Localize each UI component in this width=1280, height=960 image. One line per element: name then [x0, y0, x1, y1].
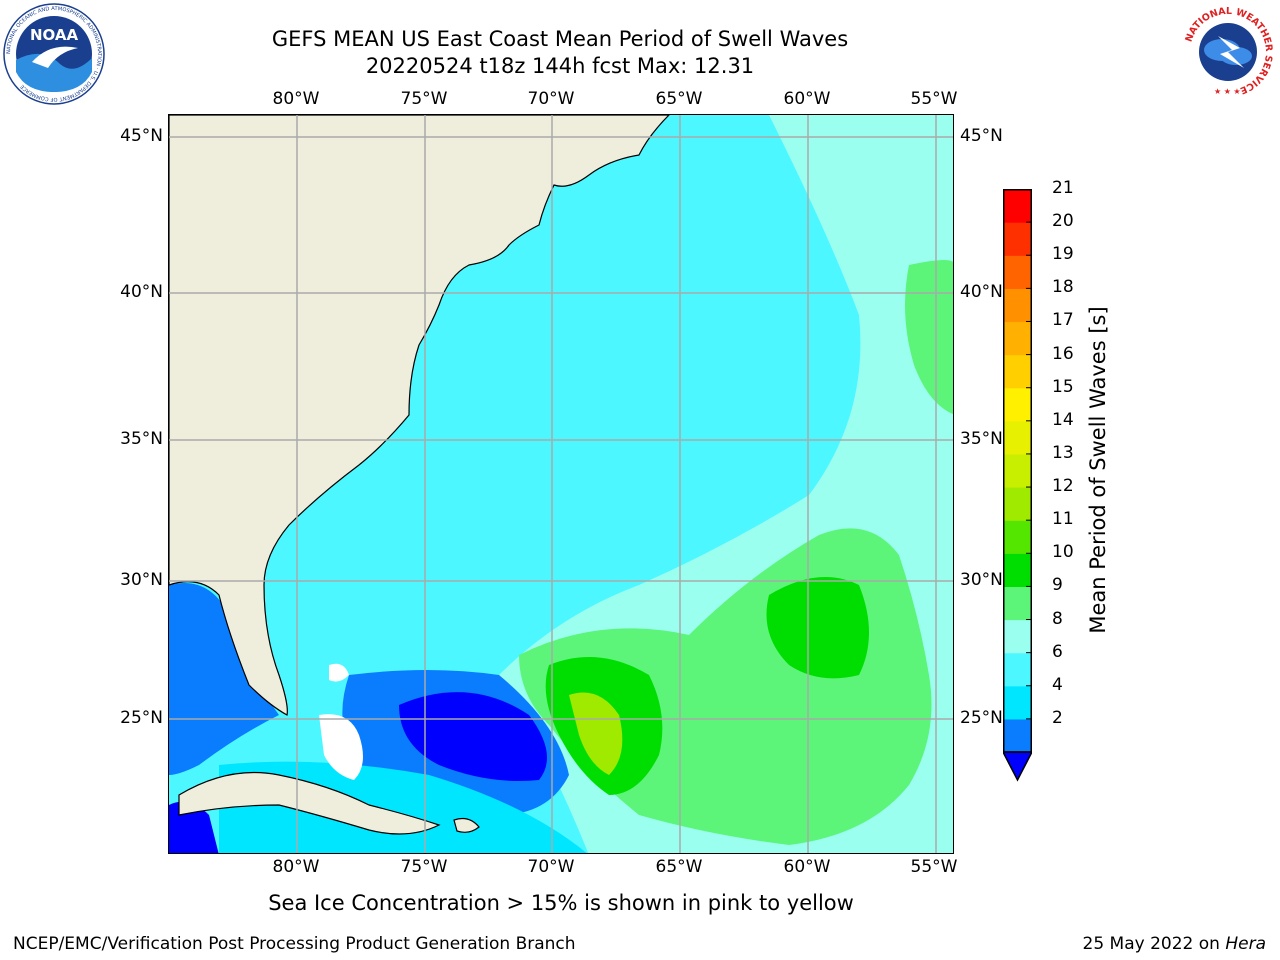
- sea-ice-note: Sea Ice Concentration > 15% is shown in …: [268, 891, 854, 915]
- lat-label-right-40n: 40°N: [960, 282, 1003, 302]
- chart-subtitle: 20220524 t18z 144h fcst Max: 12.31: [365, 54, 755, 78]
- lon-label-bottom-55w: 55°W: [910, 857, 958, 877]
- north-america-land: [169, 115, 670, 716]
- lat-label-left-30n: 30°N: [120, 570, 163, 590]
- colorbar-segment: [1003, 420, 1032, 455]
- ocean-green-east: [905, 260, 953, 415]
- map-svg: [169, 115, 953, 853]
- footer-date-text: 25 May 2022 on: [1082, 934, 1220, 954]
- cuba-land: [178, 771, 441, 835]
- svg-text:★ ★ ★: ★ ★ ★: [1214, 87, 1241, 96]
- hispaniola-land: [453, 817, 480, 833]
- colorbar-tick-label: 9: [1052, 575, 1063, 596]
- colorbar-segment: [1003, 487, 1032, 521]
- lon-label-top-60w: 60°W: [783, 89, 831, 109]
- chart-title: GEFS MEAN US East Coast Mean Period of S…: [271, 27, 849, 51]
- lon-label-bottom-65w: 65°W: [655, 857, 703, 877]
- noaa-wordmark: NOAA: [30, 26, 79, 44]
- colorbar-tick-label: 18: [1052, 277, 1074, 298]
- colorbar-segment: [1003, 718, 1032, 753]
- colorbar-label: Mean Period of Swell Waves [s]: [1086, 306, 1110, 634]
- lat-label-right-45n: 45°N: [960, 126, 1003, 146]
- lon-label-bottom-60w: 60°W: [783, 857, 831, 877]
- lat-label-right-30n: 30°N: [960, 570, 1003, 590]
- colorbar-frame: [1003, 189, 1032, 753]
- lon-label-top-75w: 75°W: [400, 89, 448, 109]
- colorbar-tick-label: 8: [1052, 608, 1063, 629]
- lat-label-left-40n: 40°N: [120, 282, 163, 302]
- colorbar-tick-label: 10: [1052, 542, 1074, 563]
- noaa-logo: NATIONAL OCEANIC AND ATMOSPHERIC ADMINIS…: [3, 3, 105, 105]
- footer-machine: Hera: [1225, 934, 1266, 954]
- ocean-yellowgreen-spot: [569, 692, 623, 775]
- colorbar-segment: [1003, 619, 1032, 654]
- colorbar-segment: [1003, 652, 1032, 687]
- colorbar-segment: [1003, 586, 1032, 621]
- colorbar-tick-label: 2: [1052, 707, 1063, 728]
- colorbar-segment: [1003, 685, 1032, 720]
- nws-logo: NATIONAL WEATHER SERVICE ★ ★ ★: [1180, 4, 1276, 100]
- colorbar-tick-label: 16: [1052, 343, 1074, 364]
- lon-label-bottom-80w: 80°W: [272, 857, 320, 877]
- colorbar-tick-label: 12: [1052, 476, 1074, 497]
- colorbar-segment: [1003, 520, 1032, 554]
- colorbar-segment: [1003, 453, 1032, 488]
- lon-label-top-65w: 65°W: [655, 89, 703, 109]
- colorbar-tick-label: 17: [1052, 310, 1074, 331]
- lon-label-bottom-70w: 70°W: [527, 857, 575, 877]
- footer-credit: NCEP/EMC/Verification Post Processing Pr…: [13, 934, 576, 954]
- ocean-darkgreen-east: [766, 577, 869, 679]
- lon-label-bottom-75w: 75°W: [400, 857, 448, 877]
- colorbar-segment: [1003, 189, 1032, 223]
- colorbar-segment: [1003, 354, 1032, 389]
- colorbar-segment: [1003, 255, 1032, 289]
- graticule: [169, 115, 953, 853]
- colorbar-under-triangle: [1003, 751, 1032, 782]
- colorbar-tick-label: 19: [1052, 244, 1074, 265]
- white-shallow-bank: [319, 714, 363, 780]
- ocean-deepblue-bahamas: [399, 692, 547, 781]
- colorbar: [1003, 189, 1032, 782]
- lon-label-top-80w: 80°W: [272, 89, 320, 109]
- colorbar-tick-label: 21: [1052, 178, 1074, 198]
- colorbar-tick-label: 13: [1052, 442, 1074, 463]
- lat-label-left-25n: 25°N: [120, 708, 163, 728]
- lat-label-right-35n: 35°N: [960, 429, 1003, 449]
- colorbar-tick-label: 6: [1052, 641, 1063, 662]
- colorbar-segment: [1003, 387, 1032, 422]
- white-small-bank: [329, 663, 349, 682]
- lon-label-top-55w: 55°W: [910, 89, 958, 109]
- colorbar-tick-label: 14: [1052, 409, 1074, 430]
- lon-label-top-70w: 70°W: [527, 89, 575, 109]
- colorbar-tick-label: 4: [1052, 674, 1063, 695]
- colorbar-tick-label: 20: [1052, 211, 1074, 232]
- colorbar-segment: [1003, 321, 1032, 356]
- colorbar-segment: [1003, 553, 1032, 588]
- colorbar-segment: [1003, 288, 1032, 323]
- footer-date: 25 May 2022 on Hera: [1083, 934, 1267, 954]
- ocean-blue-gulf: [169, 583, 279, 775]
- lat-label-left-45n: 45°N: [120, 126, 163, 146]
- map-panel: [168, 114, 954, 854]
- colorbar-tick-label: 11: [1052, 509, 1074, 530]
- lat-label-left-35n: 35°N: [120, 429, 163, 449]
- colorbar-segment: [1003, 222, 1032, 256]
- colorbar-tick-label: 15: [1052, 376, 1074, 397]
- lat-label-right-25n: 25°N: [960, 708, 1003, 728]
